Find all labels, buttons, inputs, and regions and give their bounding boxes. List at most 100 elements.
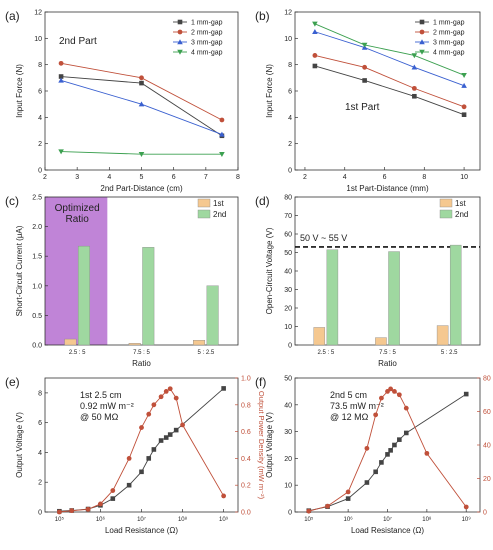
data-point (56, 509, 62, 515)
data-point (167, 432, 173, 437)
bar (449, 244, 462, 346)
data-point (158, 438, 164, 443)
data-point (138, 152, 145, 157)
data-point (219, 152, 225, 157)
y-axis-label: Output Voltage (V) (15, 412, 24, 478)
x-tick-label: 10⁸ (422, 516, 432, 523)
y-axis-label: Output Voltage (V) (265, 412, 274, 478)
bar (313, 327, 326, 346)
x-tick-label: 7 (204, 174, 208, 181)
bar (375, 337, 387, 346)
data-point (388, 448, 393, 453)
bar (193, 340, 206, 346)
data-point (463, 391, 469, 397)
data-point (173, 427, 179, 433)
legend-marker (419, 49, 425, 55)
legend-swatch (439, 209, 453, 219)
data-point (126, 456, 132, 461)
y-tick-label: 60 (284, 232, 292, 239)
data-point (110, 488, 116, 493)
plot-frame (44, 377, 239, 513)
data-point (58, 74, 64, 79)
x-tick-label: 8 (236, 174, 240, 181)
highlight-label: Optimized (55, 203, 100, 214)
x-tick-label: 10⁶ (96, 516, 106, 523)
y2-tick-label: 60 (483, 409, 491, 416)
series-line (314, 23, 465, 76)
y2-tick-label: 1.0 (241, 376, 251, 383)
legend-label: 2nd (455, 210, 468, 219)
y-tick-label: 6 (38, 89, 42, 96)
x-tick-label: 10⁸ (178, 516, 188, 523)
data-point (173, 395, 179, 401)
x-tick-label: 2 (43, 174, 47, 181)
data-point (461, 73, 467, 78)
panel-d: 0 10 20 30 40 50 60 70 80 2.5 : 5 7.5 : 5 5 : 2.5 Ra… (255, 194, 481, 368)
data-point (312, 53, 318, 58)
y2-tick-label: 80 (483, 376, 491, 383)
data-point (58, 77, 64, 83)
data-point (110, 496, 116, 501)
legend-label: 3 mm-gap (433, 40, 465, 47)
data-point (58, 60, 64, 66)
y2-tick-label: 0.8 (241, 402, 251, 409)
y2-tick-label: 0.4 (241, 456, 251, 463)
annotation: @ 50 MΩ (80, 412, 119, 422)
series-line (61, 62, 223, 121)
data-point (163, 389, 169, 394)
data-point (221, 493, 227, 499)
legend-swatch (439, 198, 453, 208)
x-tick-label: 4 (107, 174, 111, 181)
legend-swatch (197, 209, 211, 219)
y-tick-label: 30 (284, 287, 292, 294)
data-point (219, 131, 225, 137)
legend-label: 1 mm-gap (433, 20, 465, 27)
x-tick-label: 2 (303, 174, 307, 181)
legend-label: 3 mm-gap (191, 40, 223, 47)
y2-tick-label: 0 (483, 510, 487, 517)
panel-f: 0 10 20 30 40 50 0 20 40 60 80 10⁵ 10⁶ 10⁷ 10⁸ 10⁹ Load … (255, 375, 491, 535)
y-tick-label: 10 (284, 36, 292, 43)
y2-tick-label: 40 (483, 443, 491, 450)
y-tick-label: 12 (34, 10, 42, 17)
data-point (463, 504, 469, 510)
data-point (219, 117, 225, 123)
x-tick-label: 10⁹ (462, 516, 472, 523)
y-tick-label: 1.0 (32, 283, 42, 290)
data-point (98, 501, 103, 507)
data-point (361, 42, 368, 48)
plot-frame (294, 377, 481, 513)
panel-label: (e) (5, 375, 20, 389)
y2-tick-label: 0.0 (241, 510, 251, 517)
x-axis-label: Ratio (132, 359, 151, 368)
y-tick-label: 10 (284, 483, 292, 490)
x-tick-label: 10⁵ (55, 516, 65, 523)
data-point (312, 63, 318, 69)
data-point (385, 452, 390, 457)
legend-marker (419, 19, 425, 25)
series-line (314, 31, 465, 87)
x-axis-label: 2nd Part-Distance (cm) (100, 184, 183, 193)
data-point (424, 450, 430, 456)
highlight-band (45, 197, 108, 345)
data-point (397, 437, 402, 442)
y2-tick-label: 0.2 (241, 483, 251, 490)
data-point (411, 85, 417, 91)
highlight-label: Ratio (65, 214, 89, 225)
bar (326, 249, 339, 346)
y2-axis-label: Output Power Density (mW m⁻²) (257, 391, 266, 500)
data-point (403, 430, 409, 436)
data-point (362, 78, 367, 83)
x-tick-label: 5 : 2.5 (197, 350, 214, 356)
annotation: 1st 2.5 cm (80, 390, 122, 400)
annotation: 2nd Part (59, 36, 97, 47)
y-tick-label: 80 (284, 195, 292, 202)
data-point (345, 489, 351, 495)
legend-marker (419, 39, 425, 45)
y-tick-label: 2 (288, 141, 292, 148)
y2-tick-label: 0.6 (241, 429, 251, 436)
data-point (412, 93, 417, 99)
